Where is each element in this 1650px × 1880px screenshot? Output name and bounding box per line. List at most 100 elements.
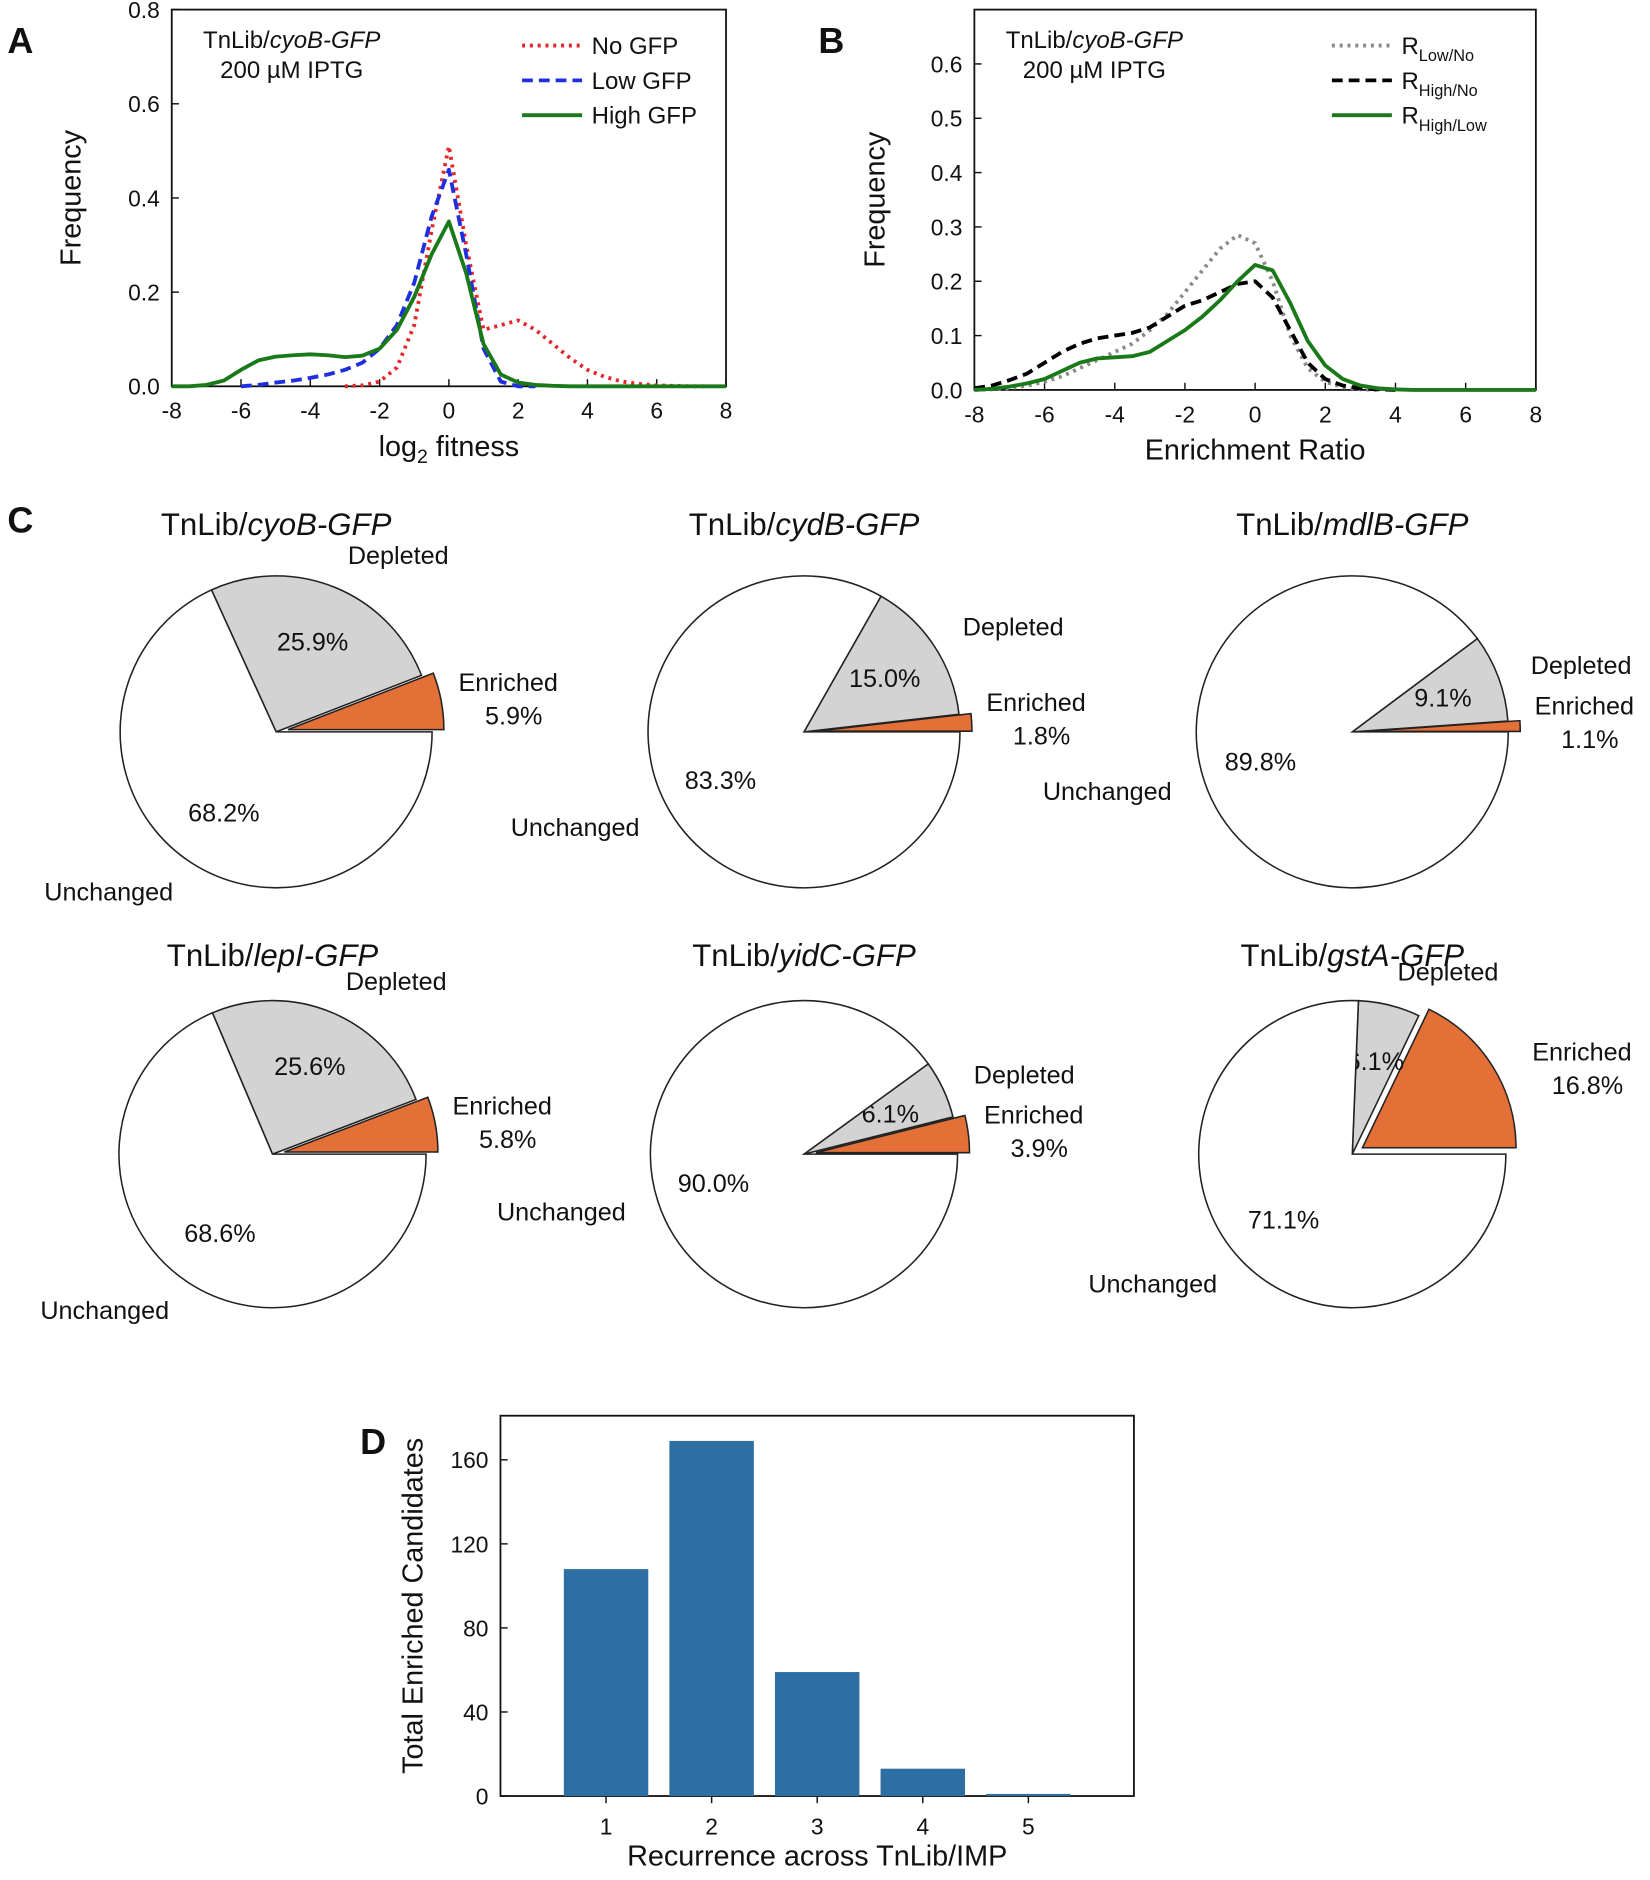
x-tick-label: 1: [600, 1813, 613, 1839]
x-tick-label: 6: [650, 398, 663, 424]
pie-slice: [649, 999, 959, 1309]
pie-slice: [211, 999, 418, 1156]
y-tick-label: 0.4: [128, 185, 160, 211]
pie-title-part: lepI-GFP: [253, 938, 378, 973]
pie-title-part: TnLib/: [689, 507, 776, 542]
y-tick-label: 40: [463, 1699, 488, 1725]
y-axis-label: Frequency: [56, 129, 88, 266]
y-tick-label: 0.5: [931, 106, 963, 132]
x-axis-label: Recurrence across TnLib/IMP: [627, 1841, 1007, 1873]
x-tick-label: -2: [369, 398, 389, 424]
slice-value: 25.6%: [274, 1053, 345, 1081]
bar: [669, 1440, 754, 1797]
x-tick-label: 4: [916, 1813, 929, 1839]
y-tick-label: 120: [450, 1531, 488, 1557]
x-tick-label: 2: [705, 1813, 718, 1839]
pie-slice: [1197, 999, 1507, 1309]
legend-label-part: High/No: [1419, 82, 1478, 100]
slice-name: Enriched: [452, 1092, 551, 1120]
slice-name: Depleted: [1398, 959, 1499, 987]
x-tick-label: -2: [1175, 401, 1195, 427]
annotation-title-part: TnLib/: [1006, 27, 1073, 54]
pie-title-part: mdlB-GFP: [1323, 507, 1469, 542]
pie-slice: [287, 672, 445, 731]
slice-value: 83.3%: [685, 767, 756, 795]
x-tick-label: -4: [300, 398, 320, 424]
slice-value: 16.8%: [1552, 1072, 1623, 1100]
legend-label: High GFP: [592, 103, 697, 130]
pie-slice: [1361, 1008, 1517, 1149]
pie-slice: [210, 575, 423, 733]
x-axis-label-part: fitness: [428, 431, 519, 463]
y-tick-label: 0.8: [128, 0, 160, 23]
slice-value: 89.8%: [1225, 749, 1296, 777]
slice-name: Unchanged: [40, 1297, 169, 1325]
pie-slice: [1349, 637, 1509, 733]
slice-name: Enriched: [1535, 692, 1634, 720]
x-tick-label: 6: [1459, 401, 1472, 427]
pie-slice: [815, 1114, 971, 1154]
slice-name: Enriched: [1532, 1038, 1631, 1066]
y-tick-label: 0.1: [931, 323, 963, 349]
annotation-title-part: cyoB-GFP: [1072, 27, 1183, 54]
data-line: [344, 144, 709, 389]
x-axis-label: log2 fitness: [379, 431, 520, 468]
y-tick-label: 0.2: [128, 280, 160, 306]
pie-title-part: TnLib/: [1240, 938, 1327, 973]
pie-title-part: cyoB-GFP: [248, 507, 392, 542]
annotation-title: TnLib/cyoB-GFP: [1006, 27, 1183, 54]
x-tick-label: 4: [1389, 401, 1402, 427]
y-tick-label: 80: [463, 1615, 488, 1641]
slice-value: 9.1%: [1414, 685, 1471, 713]
slice-name: Unchanged: [1088, 1270, 1217, 1298]
x-axis-label-part: log: [379, 431, 417, 463]
x-tick-label: 3: [811, 1813, 824, 1839]
pie-slice: [119, 588, 433, 889]
x-tick-label: -6: [1034, 401, 1054, 427]
pie-title-part: cydB-GFP: [775, 507, 919, 542]
legend-label: RHigh/Low: [1401, 103, 1487, 135]
slice-value: 5.9%: [485, 703, 542, 731]
slice-name: Depleted: [974, 1061, 1075, 1089]
bar: [774, 1672, 860, 1797]
y-tick-label: 0.6: [128, 91, 160, 117]
legend-label: RLow/No: [1401, 33, 1474, 65]
slice-name: Depleted: [346, 968, 447, 996]
x-tick-label: 8: [1530, 401, 1543, 427]
slice-name: Enriched: [986, 689, 1085, 717]
x-tick-label: -8: [162, 398, 182, 424]
y-tick-label: 0.6: [931, 51, 963, 77]
pie-slice: [1195, 575, 1510, 889]
pie-title: TnLib/gstA-GFP: [1240, 938, 1464, 973]
x-tick-label: -6: [231, 398, 251, 424]
annotation-title: TnLib/cyoB-GFP: [203, 27, 380, 54]
slice-value: 90.0%: [678, 1170, 749, 1198]
legend-label-part: R: [1401, 33, 1418, 60]
bar: [563, 1569, 649, 1797]
data-line: [974, 233, 1378, 392]
pie-title: TnLib/cydB-GFP: [689, 507, 920, 542]
pie-title-part: yidC-GFP: [777, 938, 916, 973]
x-tick-label: 8: [720, 398, 733, 424]
x-tick-label: 0: [1249, 401, 1262, 427]
data-line: [974, 263, 1536, 392]
x-axis-label: Enrichment Ratio: [1145, 435, 1366, 467]
data-line: [171, 219, 727, 389]
y-tick-label: 0: [476, 1783, 489, 1809]
pie-title-part: TnLib/: [692, 938, 779, 973]
slice-value: 1.1%: [1561, 726, 1618, 754]
x-tick-label: 2: [512, 398, 525, 424]
pie-title: TnLib/yidC-GFP: [692, 938, 916, 973]
slice-name: Enriched: [458, 669, 557, 697]
pie-title: TnLib/lepI-GFP: [167, 938, 379, 973]
pie-title-part: TnLib/: [1236, 507, 1323, 542]
annotation-title-part: cyoB-GFP: [270, 27, 381, 54]
y-tick-label: 0.4: [931, 160, 963, 186]
x-tick-label: 0: [443, 398, 456, 424]
legend-label: RHigh/No: [1401, 68, 1477, 100]
pie-title-part: TnLib/: [161, 507, 248, 542]
slice-name: Depleted: [348, 542, 449, 570]
annotation-title-part: TnLib/: [203, 27, 270, 54]
panel-label: D: [360, 1421, 386, 1462]
